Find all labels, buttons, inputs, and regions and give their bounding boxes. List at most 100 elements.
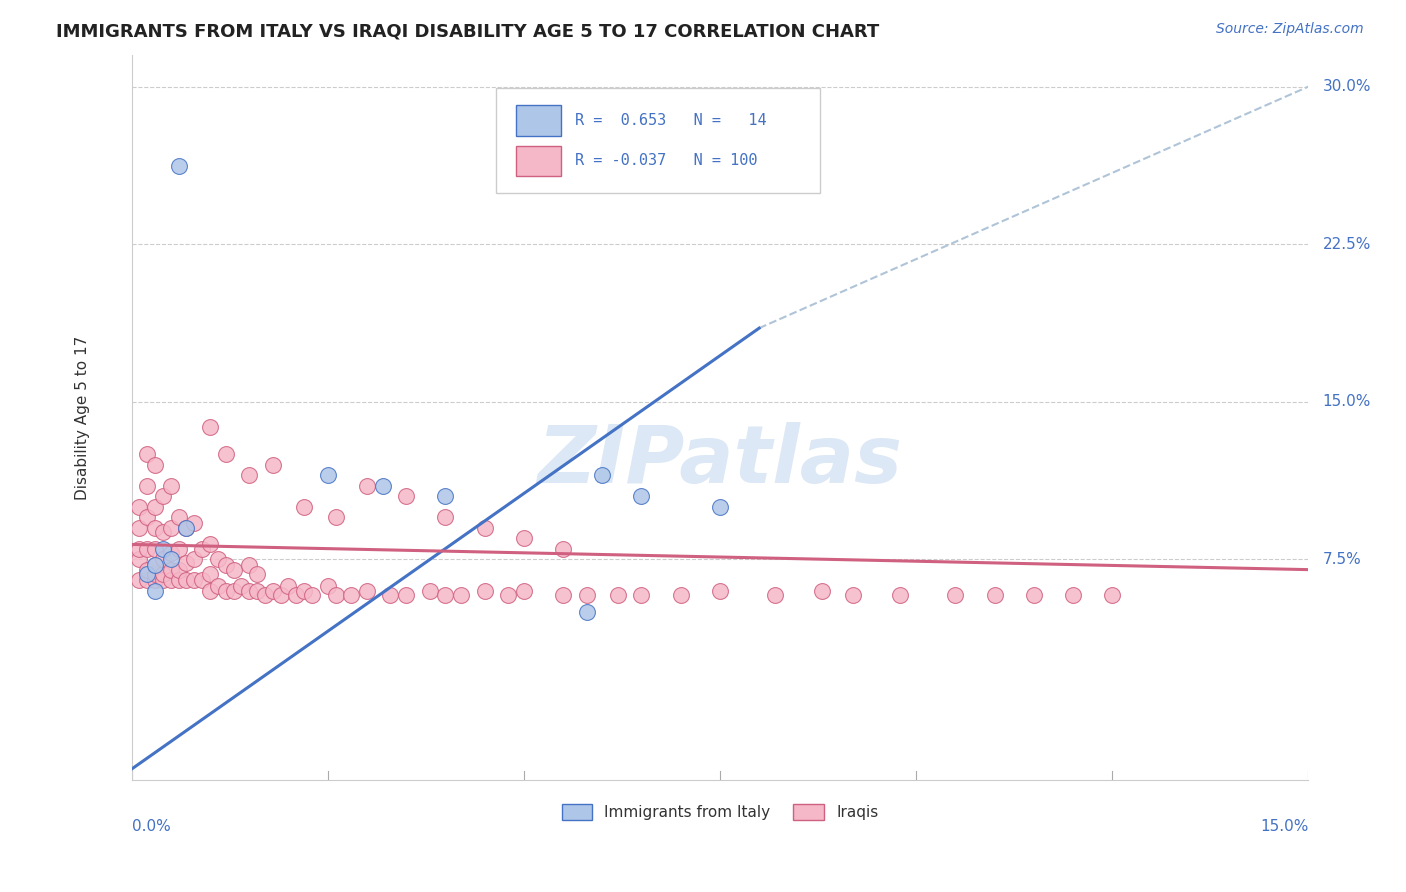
Point (198, 537, 221, 551)
Point (183, 552, 205, 566)
Point (325, 588, 347, 602)
Point (152, 566, 174, 581)
Point (152, 573, 174, 587)
Point (159, 552, 181, 566)
Point (152, 541, 174, 556)
Point (231, 579, 253, 593)
FancyBboxPatch shape (496, 87, 820, 193)
Point (943, 588, 966, 602)
Text: ZIPatlas: ZIPatlas (537, 422, 903, 500)
Text: 15.0%: 15.0% (1323, 394, 1371, 409)
Text: 22.5%: 22.5% (1323, 236, 1371, 252)
Text: R =  0.653   N =   14: R = 0.653 N = 14 (575, 113, 766, 128)
Point (128, 541, 150, 556)
Point (238, 583, 260, 598)
Point (136, 573, 159, 587)
Point (167, 510, 190, 524)
Text: IMMIGRANTS FROM ITALY VS IRAQI DISABILITY AGE 5 TO 17 CORRELATION CHART: IMMIGRANTS FROM ITALY VS IRAQI DISABILIT… (56, 22, 880, 40)
Point (198, 566, 221, 581)
Point (159, 546, 181, 560)
Text: R = -0.037   N = 100: R = -0.037 N = 100 (575, 153, 758, 169)
Point (143, 558, 166, 573)
Point (842, 588, 865, 602)
Point (277, 579, 299, 593)
Point (889, 588, 911, 602)
Point (136, 563, 159, 577)
Text: 30.0%: 30.0% (1323, 79, 1371, 95)
Point (1101, 588, 1123, 602)
Text: Disability Age 5 to 17: Disability Age 5 to 17 (75, 335, 90, 500)
Point (136, 510, 159, 524)
Point (474, 583, 496, 598)
Point (292, 583, 315, 598)
Point (325, 510, 347, 524)
Point (222, 583, 245, 598)
Point (811, 583, 834, 598)
Point (191, 573, 214, 587)
Point (395, 489, 418, 503)
Point (176, 573, 198, 587)
Point (167, 573, 190, 587)
Point (434, 588, 457, 602)
Point (316, 468, 339, 483)
Text: Source: ZipAtlas.com: Source: ZipAtlas.com (1216, 22, 1364, 37)
Point (709, 500, 731, 514)
Point (513, 531, 536, 545)
Point (143, 583, 166, 598)
Point (513, 583, 536, 598)
Point (143, 573, 166, 587)
Point (207, 579, 229, 593)
Point (709, 583, 731, 598)
Point (371, 478, 394, 492)
Point (575, 605, 598, 619)
Point (136, 447, 159, 461)
Point (270, 588, 292, 602)
Point (198, 420, 221, 434)
Point (215, 558, 238, 573)
Point (575, 588, 598, 602)
Point (356, 478, 378, 492)
Point (262, 458, 284, 472)
Point (198, 583, 221, 598)
Point (285, 588, 308, 602)
Bar (516, 145, 561, 176)
Point (207, 552, 229, 566)
Point (159, 478, 181, 492)
Point (183, 516, 205, 531)
Point (434, 510, 457, 524)
Point (630, 588, 652, 602)
Point (128, 552, 150, 566)
Point (176, 557, 198, 571)
Point (136, 566, 159, 581)
Point (301, 588, 323, 602)
Point (152, 524, 174, 539)
Point (143, 500, 166, 514)
Text: 0.0%: 0.0% (132, 820, 170, 835)
Point (434, 489, 457, 503)
Point (159, 573, 181, 587)
Point (551, 541, 574, 556)
Point (215, 447, 238, 461)
Point (496, 588, 519, 602)
Point (222, 563, 245, 577)
Point (215, 583, 238, 598)
Point (143, 521, 166, 535)
Point (983, 588, 1005, 602)
Point (450, 588, 472, 602)
Point (128, 500, 150, 514)
Point (395, 588, 418, 602)
Point (340, 588, 363, 602)
Point (176, 521, 198, 535)
Point (143, 458, 166, 472)
Point (419, 583, 441, 598)
Point (380, 588, 402, 602)
Point (191, 541, 214, 556)
Point (128, 573, 150, 587)
Point (607, 588, 630, 602)
Text: 7.5%: 7.5% (1323, 551, 1361, 566)
Point (159, 563, 181, 577)
Point (1062, 588, 1084, 602)
Point (316, 579, 339, 593)
Point (128, 521, 150, 535)
Point (143, 541, 166, 556)
